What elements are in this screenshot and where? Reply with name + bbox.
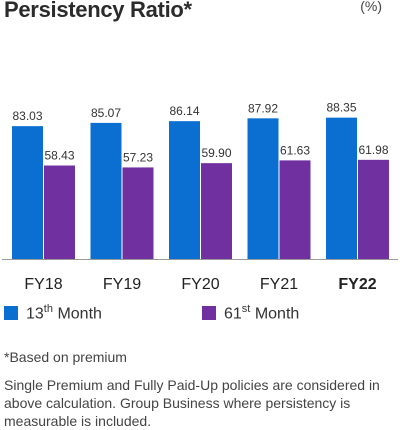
data-label-fy18-series-2: 58.43 — [44, 149, 74, 163]
bar-fy20-series-1 — [169, 121, 200, 260]
bar-fy21-series-2 — [279, 160, 311, 259]
legend-item-61st-month: 61st Month — [202, 303, 299, 323]
legend-swatch-13th-month — [4, 306, 18, 321]
data-label-fy21-series-1: 87.92 — [248, 101, 278, 115]
notes: *Based on premium Single Premium and Ful… — [4, 348, 396, 430]
unit-label: (%) — [360, 0, 382, 14]
legend-label-61st-month: 61st Month — [224, 303, 300, 323]
bar-fy18-series-2 — [44, 165, 75, 259]
x-tick-label-fy22: FY22 — [338, 276, 376, 293]
data-label-fy18-series-1: 83.03 — [12, 109, 42, 123]
data-label-fy19-series-1: 85.07 — [91, 106, 121, 120]
data-label-fy22-series-1: 88.35 — [326, 101, 356, 115]
legend-item-13th-month: 13th Month — [4, 303, 102, 323]
x-tick-label-fy21: FY21 — [260, 276, 298, 293]
bar-fy18-series-1 — [12, 126, 43, 259]
bar-chart: 83.03 58.43 FY18 85.07 57.23 FY19 86.14 59.90 FY… — [2, 101, 398, 293]
data-label-fy19-series-2: 57.23 — [123, 150, 153, 164]
bar-fy19-series-1 — [90, 122, 122, 259]
bar-fy19-series-2 — [122, 167, 154, 259]
data-label-fy20-series-1: 86.14 — [169, 104, 199, 118]
bar-fy20-series-2 — [201, 163, 232, 259]
legend: 13th Month 61st Month — [4, 303, 396, 325]
chart-title: Persistency Ratio* — [4, 0, 192, 22]
footnote: *Based on premium — [4, 349, 127, 365]
data-label-fy20-series-2: 59.90 — [201, 146, 231, 160]
x-tick-label-fy20: FY20 — [181, 276, 219, 293]
legend-label-13th-month: 13th Month — [26, 303, 102, 323]
data-label-fy22-series-2: 61.98 — [358, 143, 388, 157]
legend-swatch-61st-month — [202, 306, 216, 321]
description-text: Single Premium and Fully Paid-Up policie… — [4, 377, 380, 429]
data-label-fy21-series-2: 61.63 — [280, 143, 310, 157]
x-tick-label-fy18: FY18 — [24, 276, 62, 293]
bar-fy22-series-2 — [358, 159, 389, 259]
x-tick-label-fy19: FY19 — [103, 276, 141, 293]
bar-fy22-series-1 — [326, 117, 357, 259]
bar-fy21-series-1 — [247, 118, 279, 259]
